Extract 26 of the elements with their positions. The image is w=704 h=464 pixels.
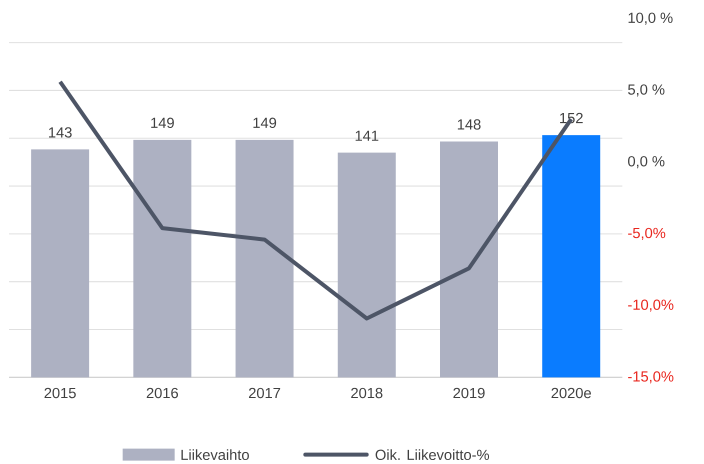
data-label: 149 [253, 118, 276, 128]
bar [542, 135, 600, 378]
x-tick-label: 2018 [351, 388, 382, 398]
bar [31, 149, 90, 378]
x-tick-label: 2015 [44, 388, 76, 398]
bar [338, 152, 396, 378]
data-label: 143 [48, 127, 72, 138]
data-label: 148 [458, 119, 481, 130]
bar [440, 141, 498, 378]
x-tick-label: 2016 [146, 388, 178, 398]
x-tick-label: 2017 [248, 388, 280, 398]
y2-tick-label: 10,0 % [628, 12, 673, 25]
data-label: 152 [560, 112, 583, 124]
y2-tick-label: -10,0% [628, 300, 674, 312]
bar [236, 140, 294, 378]
y2-tick-label: 5,0 % [628, 84, 664, 96]
x-tick-label: 2020e [552, 388, 591, 398]
legend-label: Oik. Liikevoitto-% [376, 449, 490, 460]
x-tick-label: 2019 [453, 388, 485, 398]
data-label: 149 [151, 118, 174, 128]
legend-label: Liikevaihto [181, 449, 249, 460]
y2-tick-label: -15,0% [628, 371, 674, 384]
data-label: 141 [356, 130, 378, 141]
y2-tick-label: 0,0 % [628, 156, 664, 168]
bar [133, 140, 192, 378]
y2-tick-label: -5,0% [628, 228, 666, 240]
